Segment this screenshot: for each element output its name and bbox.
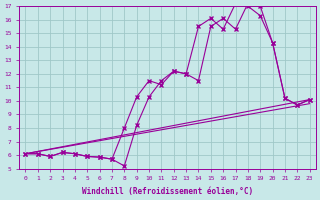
X-axis label: Windchill (Refroidissement éolien,°C): Windchill (Refroidissement éolien,°C): [82, 187, 253, 196]
